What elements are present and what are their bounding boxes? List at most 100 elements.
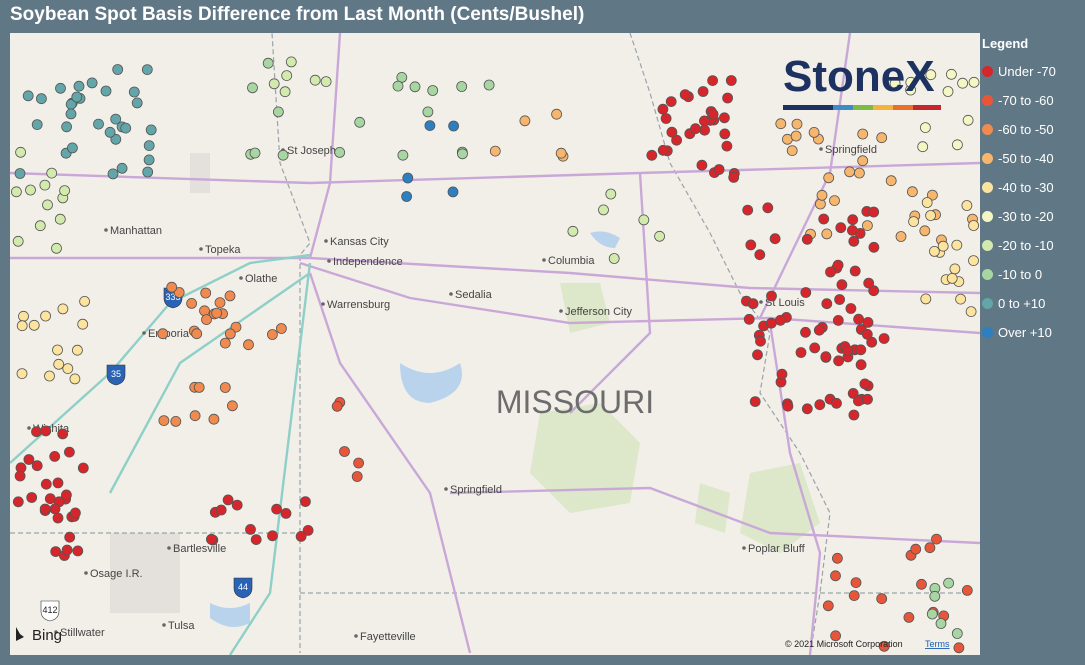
marker [707,108,719,120]
marker [173,287,185,298]
logo: StoneX [783,52,935,101]
marker [141,64,153,75]
marker [775,314,786,326]
marker [830,630,841,642]
marker [104,126,116,138]
bing-icon [16,627,24,641]
marker [961,200,973,211]
marker [42,199,53,211]
marker [801,233,813,245]
marker [309,74,321,86]
legend-item: -70 to -60 [982,86,1056,115]
legend-swatch [982,211,993,222]
marker [73,80,85,92]
title: Soybean Spot Basis Difference from Last … [10,4,585,25]
legend-title: Legend [982,36,1029,51]
marker [320,76,332,87]
marker [267,530,278,542]
marker [35,93,47,105]
marker [943,577,954,589]
city-dot [759,300,763,304]
marker [825,266,836,278]
marker [690,123,701,135]
city-label: Bartlesville [173,543,226,555]
marker [754,249,766,261]
marker [842,344,853,356]
marker [483,79,495,91]
legend-item: Under -70 [982,57,1056,86]
marker [279,86,291,98]
terms-link[interactable]: Terms [925,639,950,649]
city-labels: St Joseph Manhattan Topeka Kansas City Indep… [27,144,877,643]
marker [699,124,710,136]
shield-label: 44 [238,582,248,592]
marker [722,92,733,104]
marker [145,124,157,136]
marker [62,363,74,375]
marker [926,608,938,620]
legend-label: -40 to -30 [998,180,1054,195]
marker [52,477,64,489]
marker [186,297,198,309]
marker [946,272,958,284]
marker [955,293,966,305]
marker [847,224,858,236]
marker [927,189,938,201]
marker [809,342,821,354]
marker [353,457,365,469]
legend-label: -30 to -20 [998,209,1054,224]
city-dot [104,228,108,232]
marker [93,118,104,130]
marker [968,255,979,267]
marker [847,387,859,399]
marker [53,358,65,370]
marker [951,239,963,251]
marker [49,450,61,462]
marker [250,534,262,546]
city-label: Independence [333,256,403,268]
marker [848,590,860,601]
shield-label: 335 [165,292,180,302]
marker [815,198,826,210]
copyright: © 2021 Microsoft Corporation [785,639,903,649]
marker [170,415,182,427]
marker [31,460,43,472]
marker [299,496,311,508]
city-label: Olathe [245,273,277,285]
marker [71,91,83,103]
marker [859,378,871,390]
marker [77,462,89,474]
marker [52,344,63,356]
marker [847,214,859,226]
city-dot [321,302,325,306]
marker [707,75,718,86]
shield [106,364,126,386]
legend-swatch [982,95,993,106]
marker [79,295,90,307]
marker [800,326,811,338]
legend-swatch [982,269,993,280]
marker [214,297,226,309]
city-label: Kansas City [330,236,389,248]
marker [907,186,918,198]
marker [808,127,820,138]
marker [665,96,677,107]
marker [272,106,284,118]
marker [916,578,927,590]
marker [818,213,830,225]
marker [18,310,29,322]
marker [919,225,931,237]
city-label: Manhattan [110,225,162,237]
marker [937,240,949,252]
marker [64,531,76,543]
marker [31,426,42,438]
marker [844,166,855,178]
marker [424,120,436,131]
marker [762,202,774,214]
shield-label: 35 [111,369,121,379]
marker [331,400,343,412]
marker [211,307,223,319]
marker [925,210,936,221]
marker [830,570,841,582]
marker [64,446,75,458]
